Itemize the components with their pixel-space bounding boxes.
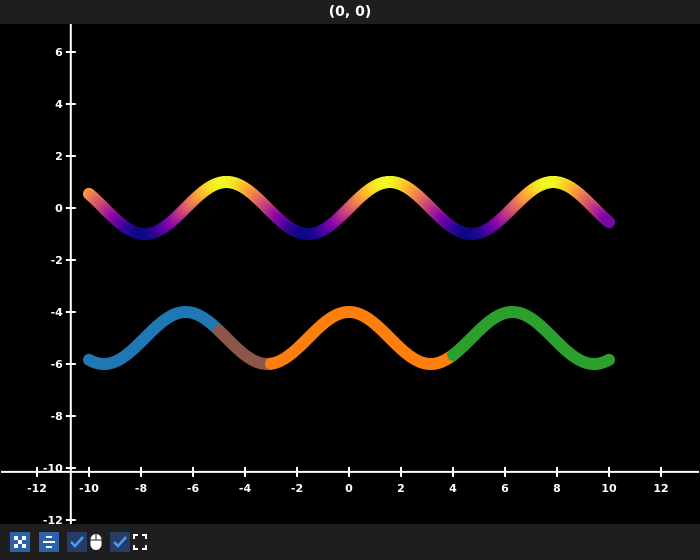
checkmark-icon — [70, 536, 84, 548]
x-tick-label: -12 — [27, 482, 47, 495]
x-tick-label: -8 — [135, 482, 147, 495]
plot-area[interactable]: -12 -10 -8 -6 -4 -2 0 2 4 6 8 10 12 -12 -10 -8 -6 -4 -2 0 2 4… — [1, 24, 699, 527]
y-tick-label: 2 — [55, 150, 63, 163]
fit-all-button[interactable] — [10, 532, 30, 552]
x-tick-label: 10 — [601, 482, 617, 495]
cos-curve-segment — [447, 306, 615, 370]
window-title: (0, 0) — [0, 0, 700, 24]
checkmark-icon — [113, 536, 127, 548]
x-tick-label: -10 — [79, 482, 99, 495]
x-tick-label: 6 — [501, 482, 509, 495]
y-tick-label: 4 — [55, 98, 63, 111]
y-tick-label: -2 — [51, 254, 63, 267]
cos-curve-segment — [83, 306, 225, 370]
sin-curve-segment — [601, 215, 615, 229]
y-tick-label: -4 — [51, 306, 64, 319]
align-center-button[interactable] — [39, 532, 59, 552]
cos-curve-segment — [265, 306, 459, 370]
mouse-checkbox[interactable] — [67, 532, 87, 552]
x-tick-label: 8 — [553, 482, 561, 495]
x-tick-label: 12 — [653, 482, 668, 495]
x-tick-label: 0 — [345, 482, 353, 495]
x-tick-label: -6 — [187, 482, 200, 495]
chart-svg: -12 -10 -8 -6 -4 -2 0 2 4 6 8 10 12 -12 -10 -8 -6 -4 -2 0 2 4… — [1, 24, 699, 527]
y-tick-label: 6 — [55, 46, 63, 59]
plot-toolbar — [0, 524, 700, 560]
x-tick-label: 2 — [397, 482, 405, 495]
fit-all-icon — [14, 536, 26, 548]
fullscreen-icon — [133, 534, 147, 550]
x-tick-label: -2 — [291, 482, 303, 495]
y-tick-label: -8 — [51, 410, 63, 423]
align-center-icon — [43, 536, 55, 548]
y-tick-label: -12 — [43, 514, 63, 524]
y-tick-label: -10 — [43, 462, 63, 475]
cos-curve-segment — [213, 324, 277, 370]
x-tick-label: 4 — [449, 482, 457, 495]
mouse-icon — [90, 534, 102, 550]
x-tick-label: -4 — [239, 482, 252, 495]
y-tick-label: 0 — [55, 202, 63, 215]
y-tick-label: -6 — [51, 358, 64, 371]
fullscreen-checkbox[interactable] — [110, 532, 130, 552]
